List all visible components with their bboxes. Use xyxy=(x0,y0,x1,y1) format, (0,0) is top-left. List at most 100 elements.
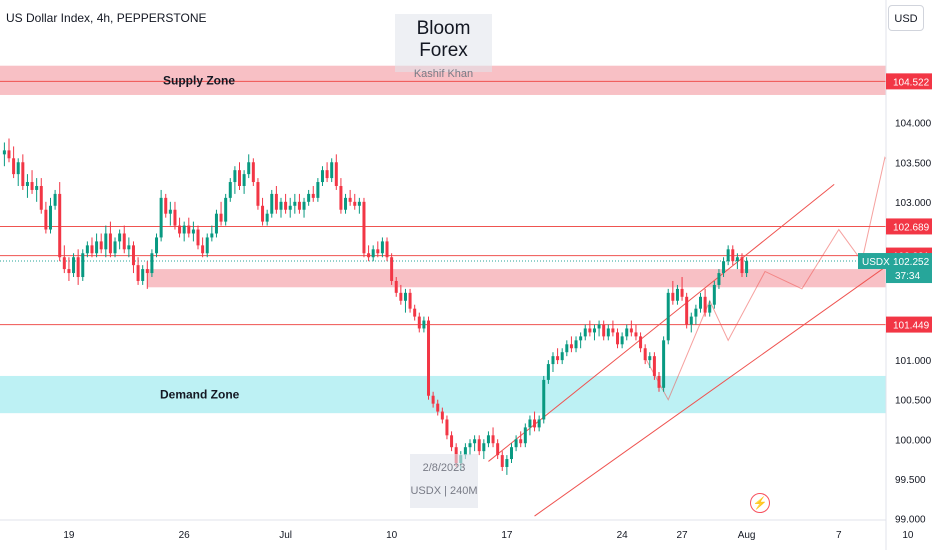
candle-body xyxy=(569,344,573,349)
info-date: 2/8/2023 xyxy=(422,462,466,474)
candle-body xyxy=(122,233,126,250)
zone-2 xyxy=(0,375,886,414)
x-tick-label: 19 xyxy=(63,530,75,541)
candle-body xyxy=(187,225,191,234)
candle-body xyxy=(150,253,154,274)
lightning-icon[interactable]: ⚡ xyxy=(750,493,770,513)
candle-body xyxy=(62,257,66,270)
candle-body xyxy=(625,328,629,337)
candle-body xyxy=(699,296,702,309)
candle-body xyxy=(155,237,159,254)
candle-body xyxy=(505,459,509,467)
candle-body xyxy=(256,182,260,206)
candle-body xyxy=(708,304,712,313)
candle-body xyxy=(72,257,76,274)
candle-body xyxy=(629,328,633,333)
candle-body xyxy=(740,257,744,274)
candle-body xyxy=(325,170,329,179)
zone-label: Supply Zone xyxy=(163,73,235,87)
candle-body xyxy=(210,233,214,238)
candle-body xyxy=(546,364,550,380)
candle-body xyxy=(556,356,560,361)
candle-body xyxy=(463,447,467,456)
candle-body xyxy=(131,245,135,266)
candle-body xyxy=(311,193,315,198)
candle-body xyxy=(251,162,255,183)
candle-body xyxy=(519,439,523,444)
watermark-author: Kashif Khan xyxy=(413,68,474,80)
candle-body xyxy=(468,443,472,448)
price-badge-label: 104.522 xyxy=(893,77,930,88)
zone-label: Demand Zone xyxy=(160,388,240,402)
candle-body xyxy=(7,150,11,159)
candle-body xyxy=(145,269,149,274)
candle-body xyxy=(12,158,16,175)
candle-body xyxy=(108,233,112,254)
candle-body xyxy=(261,205,265,222)
candle-body xyxy=(731,249,735,262)
candle-body xyxy=(523,427,527,444)
candle-body xyxy=(611,328,615,333)
currency-button[interactable]: USD xyxy=(888,5,924,31)
candle-body xyxy=(450,435,454,448)
candle-body xyxy=(579,336,583,341)
candle-body xyxy=(717,273,721,285)
y-tick-label: 104.000 xyxy=(895,119,932,130)
ticker-badge xyxy=(858,253,886,270)
candle-body xyxy=(592,328,596,333)
candle-body xyxy=(588,328,592,333)
candle-body xyxy=(399,292,403,301)
candle-body xyxy=(141,269,145,281)
x-tick-label: Aug xyxy=(738,530,756,541)
candle-body xyxy=(542,379,546,420)
candle-body xyxy=(44,209,48,230)
candle-body xyxy=(21,162,25,186)
candle-body xyxy=(85,245,89,254)
candle-body xyxy=(380,241,384,254)
candle-body xyxy=(565,344,569,353)
candle-body xyxy=(722,261,726,274)
candle-body xyxy=(403,292,407,301)
candle-body xyxy=(307,193,311,202)
candle-body xyxy=(95,241,99,254)
candle-body xyxy=(551,356,555,365)
candle-body xyxy=(671,292,675,301)
candle-body xyxy=(2,150,6,155)
candle-body xyxy=(228,182,232,198)
candle-body xyxy=(58,193,62,258)
candle-body xyxy=(376,249,380,254)
candle-body xyxy=(265,213,269,222)
candle-body xyxy=(616,332,620,345)
candle-body xyxy=(726,249,730,262)
candle-body xyxy=(284,201,288,210)
candle-body xyxy=(445,419,449,436)
candle-body xyxy=(477,439,481,452)
x-tick-label: 26 xyxy=(179,530,191,541)
candle-body xyxy=(159,197,163,238)
candle-body xyxy=(662,340,666,388)
candle-body xyxy=(247,162,251,175)
candle-body xyxy=(509,447,513,460)
candle-body xyxy=(634,332,638,337)
candle-body xyxy=(339,185,343,210)
candle-body xyxy=(652,356,656,376)
price-badge xyxy=(886,218,932,235)
x-tick-label: 27 xyxy=(676,530,688,541)
candle-body xyxy=(413,308,417,317)
candle-body xyxy=(537,419,541,428)
candle-body xyxy=(745,261,749,274)
candle-body xyxy=(118,233,122,242)
candle-body xyxy=(712,284,716,305)
candle-body xyxy=(496,443,500,456)
candle-body xyxy=(302,201,306,210)
y-tick-label: 99.000 xyxy=(895,514,926,525)
candle-body xyxy=(205,237,209,254)
candle-body xyxy=(574,340,578,349)
x-tick-label: 24 xyxy=(617,530,629,541)
candle-body xyxy=(500,455,504,467)
candle-body xyxy=(440,411,444,420)
candle-body xyxy=(191,229,195,234)
y-tick-label: 99.500 xyxy=(895,475,926,486)
